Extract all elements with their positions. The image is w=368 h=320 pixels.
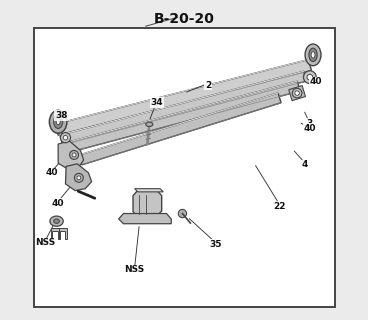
- Circle shape: [72, 153, 76, 157]
- Circle shape: [70, 150, 78, 159]
- Ellipse shape: [305, 44, 321, 66]
- Ellipse shape: [56, 119, 60, 124]
- Text: 40: 40: [52, 198, 64, 207]
- Circle shape: [60, 132, 71, 143]
- Text: 3: 3: [307, 119, 313, 128]
- Ellipse shape: [49, 110, 67, 133]
- Polygon shape: [61, 81, 300, 154]
- Ellipse shape: [50, 216, 63, 226]
- Polygon shape: [135, 189, 163, 192]
- Text: 4: 4: [302, 160, 308, 169]
- Text: NSS: NSS: [124, 265, 145, 275]
- Circle shape: [295, 91, 299, 95]
- Polygon shape: [133, 190, 162, 217]
- Text: 2: 2: [205, 81, 211, 90]
- Bar: [289, 85, 305, 100]
- Text: B-20-20: B-20-20: [153, 12, 215, 26]
- Text: 40: 40: [304, 124, 316, 132]
- Ellipse shape: [54, 115, 63, 128]
- Bar: [34, 28, 335, 307]
- Polygon shape: [51, 228, 59, 239]
- Text: 38: 38: [55, 111, 68, 120]
- Text: 40: 40: [310, 77, 322, 86]
- Circle shape: [307, 74, 313, 80]
- Text: 34: 34: [151, 98, 163, 107]
- Polygon shape: [66, 164, 92, 191]
- Circle shape: [77, 176, 81, 180]
- Text: NSS: NSS: [35, 238, 56, 247]
- Circle shape: [292, 88, 302, 98]
- Circle shape: [63, 135, 68, 140]
- Text: 40: 40: [46, 168, 58, 177]
- Circle shape: [304, 71, 316, 84]
- Polygon shape: [59, 228, 67, 239]
- Polygon shape: [79, 93, 281, 165]
- Text: 35: 35: [210, 240, 222, 249]
- Ellipse shape: [309, 48, 317, 61]
- Ellipse shape: [311, 52, 315, 58]
- Circle shape: [74, 173, 83, 182]
- Polygon shape: [60, 71, 307, 145]
- Polygon shape: [58, 141, 84, 170]
- Ellipse shape: [54, 219, 59, 223]
- Polygon shape: [119, 213, 171, 224]
- Circle shape: [178, 209, 187, 218]
- Polygon shape: [55, 60, 312, 135]
- Text: 22: 22: [273, 202, 286, 211]
- Ellipse shape: [146, 122, 153, 126]
